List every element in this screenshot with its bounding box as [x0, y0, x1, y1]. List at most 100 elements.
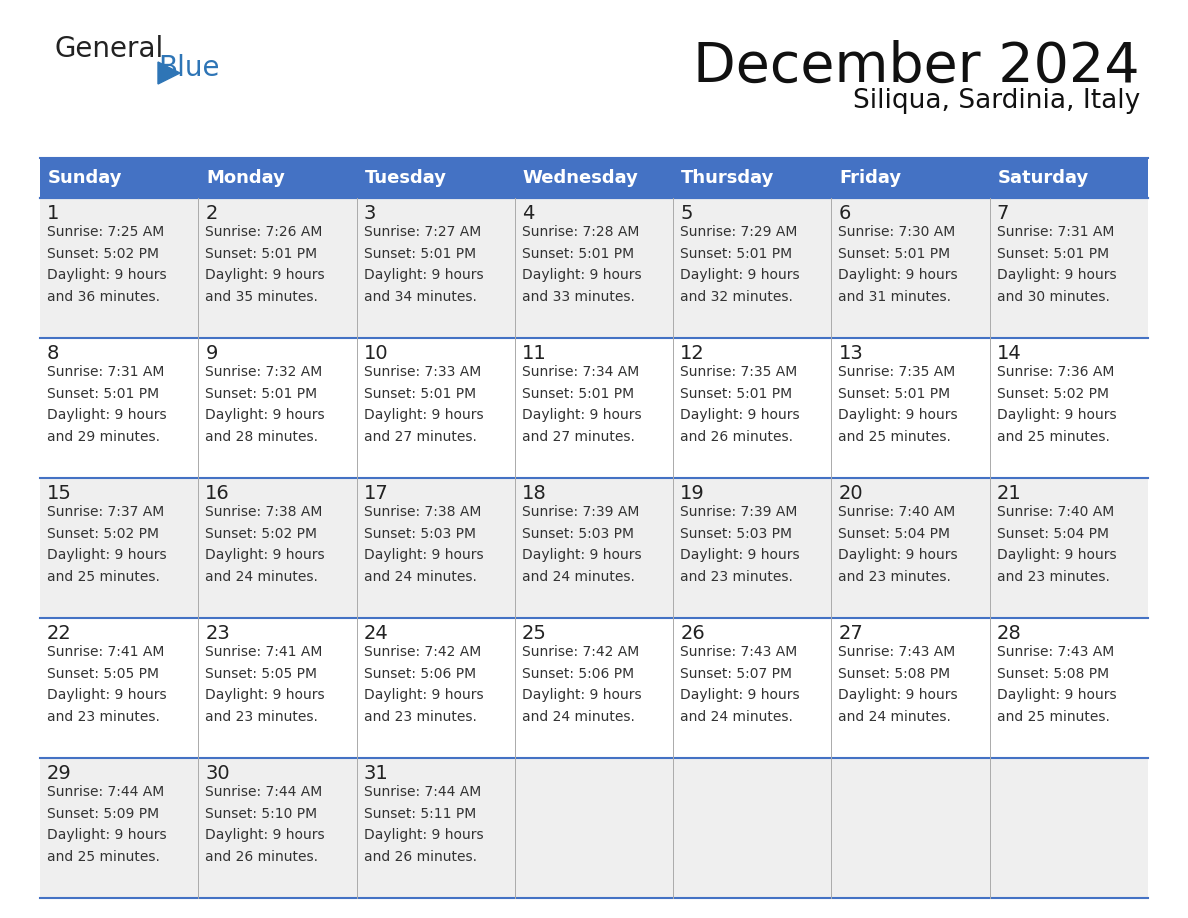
Text: Sunrise: 7:43 AM: Sunrise: 7:43 AM	[681, 645, 797, 659]
Text: 20: 20	[839, 484, 862, 503]
Text: 15: 15	[48, 484, 72, 503]
Text: Sunrise: 7:30 AM: Sunrise: 7:30 AM	[839, 225, 955, 239]
Text: Sunrise: 7:38 AM: Sunrise: 7:38 AM	[364, 505, 481, 519]
Text: Daylight: 9 hours: Daylight: 9 hours	[364, 828, 484, 843]
Text: Daylight: 9 hours: Daylight: 9 hours	[364, 268, 484, 283]
Text: Sunset: 5:07 PM: Sunset: 5:07 PM	[681, 666, 792, 681]
Text: Sunrise: 7:39 AM: Sunrise: 7:39 AM	[522, 505, 639, 519]
Text: and 25 minutes.: and 25 minutes.	[48, 850, 160, 864]
Text: Sunrise: 7:38 AM: Sunrise: 7:38 AM	[206, 505, 323, 519]
Text: Sunday: Sunday	[48, 169, 122, 187]
Text: Sunset: 5:01 PM: Sunset: 5:01 PM	[206, 247, 317, 261]
Text: Daylight: 9 hours: Daylight: 9 hours	[206, 688, 324, 702]
Text: 23: 23	[206, 624, 230, 643]
Text: and 29 minutes.: and 29 minutes.	[48, 431, 160, 444]
Text: 21: 21	[997, 484, 1022, 503]
Text: Sunrise: 7:37 AM: Sunrise: 7:37 AM	[48, 505, 164, 519]
Text: 8: 8	[48, 344, 59, 363]
Text: and 34 minutes.: and 34 minutes.	[364, 290, 476, 304]
Text: Daylight: 9 hours: Daylight: 9 hours	[48, 688, 166, 702]
Text: 25: 25	[522, 624, 546, 643]
Text: Sunrise: 7:25 AM: Sunrise: 7:25 AM	[48, 225, 164, 239]
Text: Sunset: 5:02 PM: Sunset: 5:02 PM	[997, 386, 1108, 400]
Text: Daylight: 9 hours: Daylight: 9 hours	[206, 409, 324, 422]
Bar	[40, 338, 1148, 478]
Text: Sunrise: 7:35 AM: Sunrise: 7:35 AM	[681, 365, 797, 379]
Text: Daylight: 9 hours: Daylight: 9 hours	[206, 828, 324, 843]
Text: and 23 minutes.: and 23 minutes.	[681, 570, 794, 584]
Text: Daylight: 9 hours: Daylight: 9 hours	[839, 688, 958, 702]
Text: Sunset: 5:02 PM: Sunset: 5:02 PM	[48, 247, 159, 261]
Text: 27: 27	[839, 624, 864, 643]
Text: Sunset: 5:04 PM: Sunset: 5:04 PM	[839, 527, 950, 541]
Text: Sunrise: 7:26 AM: Sunrise: 7:26 AM	[206, 225, 323, 239]
Text: 5: 5	[681, 204, 693, 223]
Text: 9: 9	[206, 344, 217, 363]
Text: and 36 minutes.: and 36 minutes.	[48, 290, 160, 304]
Text: Sunrise: 7:36 AM: Sunrise: 7:36 AM	[997, 365, 1114, 379]
Text: Sunset: 5:04 PM: Sunset: 5:04 PM	[997, 527, 1108, 541]
Text: Daylight: 9 hours: Daylight: 9 hours	[681, 268, 800, 283]
Text: Daylight: 9 hours: Daylight: 9 hours	[48, 268, 166, 283]
Text: Sunrise: 7:42 AM: Sunrise: 7:42 AM	[522, 645, 639, 659]
Text: 16: 16	[206, 484, 230, 503]
Text: Sunrise: 7:44 AM: Sunrise: 7:44 AM	[364, 785, 481, 799]
Text: Sunset: 5:01 PM: Sunset: 5:01 PM	[997, 247, 1108, 261]
Text: Daylight: 9 hours: Daylight: 9 hours	[522, 409, 642, 422]
Text: and 30 minutes.: and 30 minutes.	[997, 290, 1110, 304]
Text: Sunset: 5:08 PM: Sunset: 5:08 PM	[839, 666, 950, 681]
Text: Sunrise: 7:32 AM: Sunrise: 7:32 AM	[206, 365, 322, 379]
Text: Sunset: 5:05 PM: Sunset: 5:05 PM	[206, 666, 317, 681]
Text: Daylight: 9 hours: Daylight: 9 hours	[839, 548, 958, 563]
Text: Daylight: 9 hours: Daylight: 9 hours	[522, 268, 642, 283]
Text: and 24 minutes.: and 24 minutes.	[364, 570, 476, 584]
Text: 4: 4	[522, 204, 535, 223]
Text: Sunrise: 7:44 AM: Sunrise: 7:44 AM	[48, 785, 164, 799]
Text: and 27 minutes.: and 27 minutes.	[364, 431, 476, 444]
Bar	[40, 158, 1148, 198]
Text: and 35 minutes.: and 35 minutes.	[206, 290, 318, 304]
Text: Sunset: 5:11 PM: Sunset: 5:11 PM	[364, 807, 476, 821]
Text: Daylight: 9 hours: Daylight: 9 hours	[997, 548, 1117, 563]
Text: 10: 10	[364, 344, 388, 363]
Text: Sunset: 5:01 PM: Sunset: 5:01 PM	[364, 247, 475, 261]
Text: Friday: Friday	[840, 169, 902, 187]
Text: 6: 6	[839, 204, 851, 223]
Text: 11: 11	[522, 344, 546, 363]
Text: and 25 minutes.: and 25 minutes.	[997, 431, 1110, 444]
Text: Thursday: Thursday	[681, 169, 775, 187]
Text: and 28 minutes.: and 28 minutes.	[206, 431, 318, 444]
Text: Daylight: 9 hours: Daylight: 9 hours	[997, 688, 1117, 702]
Text: Sunrise: 7:39 AM: Sunrise: 7:39 AM	[681, 505, 797, 519]
Text: Sunrise: 7:40 AM: Sunrise: 7:40 AM	[997, 505, 1114, 519]
Text: Monday: Monday	[207, 169, 285, 187]
Text: Sunset: 5:03 PM: Sunset: 5:03 PM	[364, 527, 475, 541]
Text: 28: 28	[997, 624, 1022, 643]
Text: Daylight: 9 hours: Daylight: 9 hours	[839, 409, 958, 422]
Text: Sunset: 5:08 PM: Sunset: 5:08 PM	[997, 666, 1108, 681]
Text: Siliqua, Sardinia, Italy: Siliqua, Sardinia, Italy	[853, 88, 1140, 114]
Text: Daylight: 9 hours: Daylight: 9 hours	[48, 828, 166, 843]
Text: and 23 minutes.: and 23 minutes.	[364, 711, 476, 724]
Text: Sunset: 5:03 PM: Sunset: 5:03 PM	[522, 527, 634, 541]
Text: Sunset: 5:10 PM: Sunset: 5:10 PM	[206, 807, 317, 821]
Text: Daylight: 9 hours: Daylight: 9 hours	[206, 268, 324, 283]
Text: and 23 minutes.: and 23 minutes.	[48, 711, 160, 724]
Text: 13: 13	[839, 344, 864, 363]
Bar	[40, 478, 1148, 618]
Text: Sunset: 5:02 PM: Sunset: 5:02 PM	[48, 527, 159, 541]
Text: and 23 minutes.: and 23 minutes.	[206, 711, 318, 724]
Text: Sunset: 5:01 PM: Sunset: 5:01 PM	[364, 386, 475, 400]
Text: 18: 18	[522, 484, 546, 503]
Text: Sunset: 5:09 PM: Sunset: 5:09 PM	[48, 807, 159, 821]
Bar	[40, 758, 1148, 898]
Text: 30: 30	[206, 764, 230, 783]
Text: Sunrise: 7:42 AM: Sunrise: 7:42 AM	[364, 645, 481, 659]
Text: General: General	[55, 35, 164, 63]
Text: 1: 1	[48, 204, 59, 223]
Text: and 31 minutes.: and 31 minutes.	[839, 290, 952, 304]
Text: Daylight: 9 hours: Daylight: 9 hours	[681, 409, 800, 422]
Text: Sunrise: 7:43 AM: Sunrise: 7:43 AM	[997, 645, 1114, 659]
Text: Sunset: 5:05 PM: Sunset: 5:05 PM	[48, 666, 159, 681]
Text: and 26 minutes.: and 26 minutes.	[206, 850, 318, 864]
